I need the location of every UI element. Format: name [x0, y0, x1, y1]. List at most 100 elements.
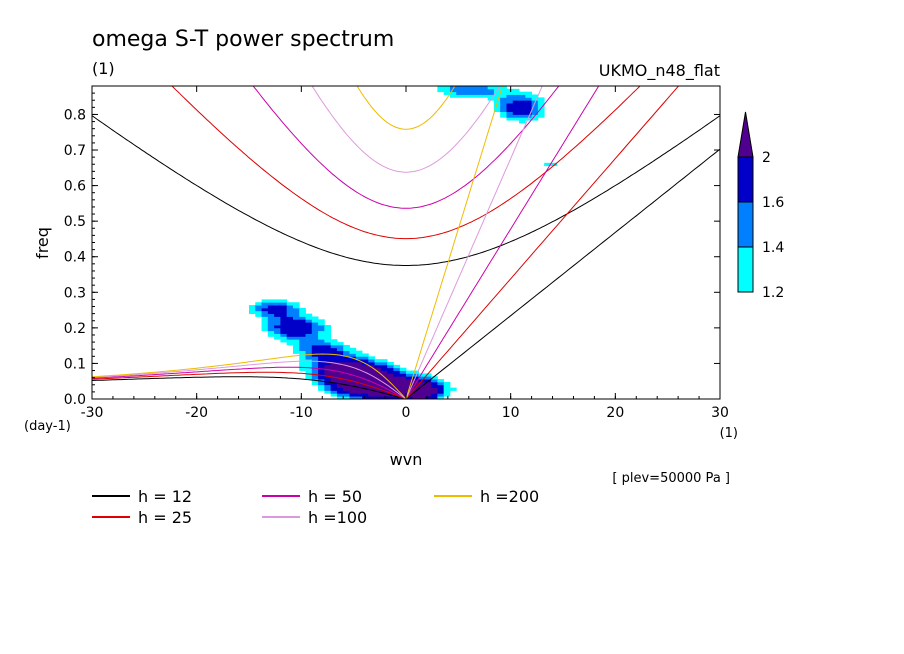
- power-cell: [336, 393, 344, 397]
- power-cell: [399, 384, 407, 389]
- power-cell: [305, 327, 313, 332]
- power-cell: [349, 353, 357, 357]
- y-tick-label: 0.5: [64, 214, 86, 230]
- power-cell: [349, 381, 357, 386]
- power-cell: [519, 120, 526, 124]
- power-cell: [500, 91, 507, 95]
- power-cell: [437, 381, 445, 386]
- power-cell: [255, 302, 262, 306]
- power-cell: [343, 381, 350, 386]
- power-cell: [330, 364, 338, 369]
- power-cell: [506, 91, 514, 95]
- power-cell: [449, 88, 457, 93]
- power-cell: [280, 313, 288, 317]
- power-cell: [261, 299, 269, 303]
- power-cell: [399, 390, 407, 394]
- power-cell: [299, 316, 306, 320]
- power-cell: [424, 381, 432, 386]
- power-cell: [380, 376, 388, 380]
- power-cell: [292, 333, 300, 337]
- power-cell: [261, 316, 269, 320]
- power-cell: [330, 384, 338, 389]
- power-cell: [368, 356, 375, 360]
- power-cell: [305, 330, 313, 334]
- power-cell: [506, 117, 514, 121]
- power-cell: [311, 347, 319, 352]
- power-cell: [336, 359, 344, 363]
- power-cell: [531, 103, 539, 107]
- kelvin-curve: [405, 86, 600, 399]
- power-cell: [374, 379, 382, 383]
- power-cell: [374, 359, 382, 363]
- power-cell: [537, 103, 545, 107]
- power-cell: [292, 325, 300, 329]
- power-cell: [274, 302, 281, 306]
- power-cell: [286, 339, 294, 343]
- y-unit: (day-1): [24, 419, 71, 434]
- power-cell: [362, 396, 369, 399]
- power-cell: [343, 393, 350, 397]
- power-cell: [393, 384, 401, 389]
- power-cell: [305, 373, 313, 377]
- power-cell: [311, 356, 319, 360]
- power-cell: [437, 396, 445, 399]
- power-cell: [336, 376, 344, 380]
- power-cell: [393, 376, 401, 380]
- power-cell: [324, 327, 332, 332]
- colorbar-label: 1.2: [762, 285, 784, 301]
- power-cell: [374, 381, 382, 386]
- power-cell: [437, 387, 445, 391]
- legend: h = 12 h = 25 h = 50 h =100 h =200: [92, 487, 539, 527]
- power-cell: [380, 384, 388, 389]
- power-cell: [368, 370, 375, 374]
- power-cell: [355, 353, 363, 357]
- power-cell: [500, 86, 507, 90]
- power-cell: [318, 342, 325, 346]
- power-cell: [255, 313, 262, 317]
- power-cell: [525, 94, 532, 98]
- power-cell: [311, 319, 319, 323]
- power-cell: [299, 342, 306, 346]
- power-cell: [299, 339, 306, 343]
- power-cell: [305, 362, 313, 366]
- power-cell: [336, 342, 344, 346]
- power-cell: [493, 103, 501, 107]
- power-cell: [387, 362, 394, 366]
- colorbar-label: 1.6: [762, 195, 784, 211]
- power-cell: [280, 316, 288, 320]
- power-cell: [380, 396, 388, 399]
- power-cell: [324, 325, 332, 329]
- power-cell: [387, 396, 394, 399]
- power-cell: [305, 367, 313, 371]
- x-axis: -30 -20 -10 0 10 20 30: [81, 86, 729, 421]
- power-cell: [280, 327, 288, 332]
- power-cell: [399, 379, 407, 383]
- power-cell: [443, 88, 451, 93]
- power-cell: [292, 330, 300, 334]
- power-cell: [406, 370, 413, 374]
- power-cell: [280, 322, 288, 326]
- power-cell: [537, 111, 545, 115]
- power-cell: [380, 373, 388, 377]
- power-cell: [318, 333, 325, 337]
- power-cell: [311, 316, 319, 320]
- power-cell: [274, 299, 281, 303]
- power-cell: [324, 362, 332, 366]
- power-cell: [443, 390, 451, 394]
- power-cell: [362, 381, 369, 386]
- power-cell: [292, 322, 300, 326]
- power-cell: [343, 359, 350, 363]
- power-cell: [311, 344, 319, 349]
- power-cell: [362, 359, 369, 363]
- power-cell: [349, 367, 357, 371]
- power-cell: [537, 114, 545, 118]
- power-cell: [311, 381, 319, 386]
- power-cell: [362, 379, 369, 383]
- power-cell: [318, 330, 325, 334]
- power-cell: [493, 97, 501, 101]
- power-cell: [286, 336, 294, 340]
- power-cell: [500, 111, 507, 115]
- power-cell: [343, 373, 350, 377]
- power-cell: [280, 310, 288, 315]
- power-cell: [267, 310, 275, 315]
